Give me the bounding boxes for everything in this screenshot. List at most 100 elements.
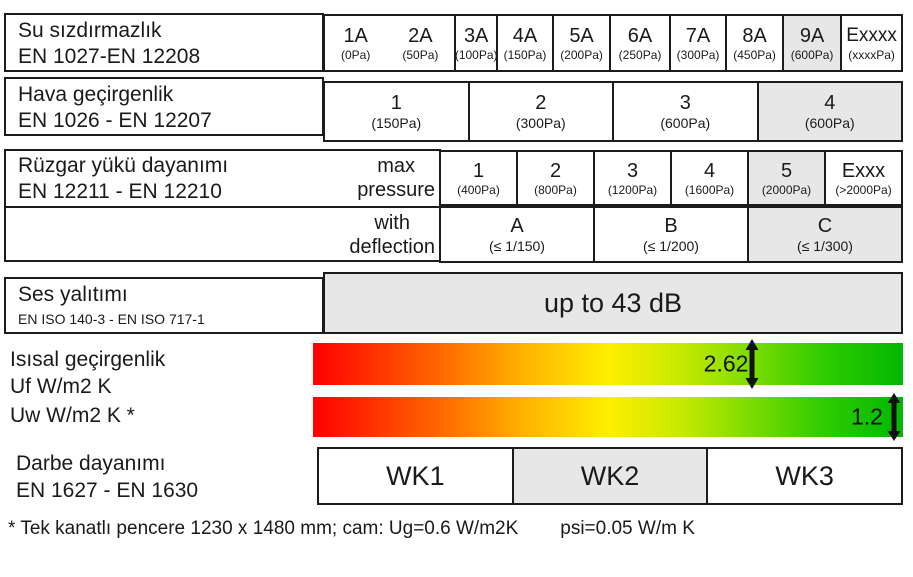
deflection-class-c-sub: (≤ 1/300) <box>797 238 853 254</box>
deflection-class-b-main: B <box>664 215 678 237</box>
wind-class-3-sub: (1200Pa) <box>607 183 658 197</box>
wind-max-pressure-line2: pressure <box>357 179 435 201</box>
thermal-uf-label: Uf W/m2 K <box>10 375 112 398</box>
deflection-class-c-main: C <box>817 215 833 237</box>
sound-insulation-standard: EN ISO 140-3 - EN ISO 717-1 <box>18 311 205 327</box>
wind-class-2-cell: 2 (800Pa) <box>516 152 593 204</box>
sound-insulation-label: Ses yalıtımı EN ISO 140-3 - EN ISO 717-1 <box>4 277 324 334</box>
air-permeability-label: Hava geçirgenlik EN 1026 - EN 12207 <box>4 77 324 136</box>
water-class-1a-2a-cell: 1A (0Pa) 2A (50Pa) <box>325 16 454 70</box>
water-class-9a-cell-highlighted: 9A (600Pa) <box>782 16 841 70</box>
air-class-3-main: 3 <box>679 92 691 114</box>
deflection-class-b-cell: B (≤ 1/200) <box>593 208 747 261</box>
wind-class-1-sub: (400Pa) <box>457 183 500 197</box>
wind-class-5-sub: (2000Pa) <box>761 183 812 197</box>
water-class-exxxx-sub: (xxxxPa) <box>848 48 895 62</box>
water-class-4a-main: 4A <box>512 25 538 47</box>
thermal-uf-gradient-bar: 2.62 <box>313 339 903 389</box>
water-class-1a: 1A (0Pa) <box>341 24 370 62</box>
water-class-8a-sub: (450Pa) <box>733 48 776 62</box>
water-class-2a-sub: (50Pa) <box>402 48 439 62</box>
water-class-2a: 2A (50Pa) <box>402 24 438 62</box>
sound-insulation-title: Ses yalıtımı <box>18 283 128 306</box>
wind-class-1-main: 1 <box>472 160 485 182</box>
impact-resistance-title: Darbe dayanımı <box>16 452 166 475</box>
impact-resistance-standard: EN 1627 - EN 1630 <box>16 479 199 502</box>
wind-deflection-header: with deflection <box>349 211 435 259</box>
wind-class-4-sub: (1600Pa) <box>684 183 735 197</box>
water-class-6a-main: 6A <box>627 25 653 47</box>
double-vertical-arrow-icon <box>887 393 901 441</box>
air-permeability-title: Hava geçirgenlik <box>18 83 174 106</box>
impact-wk2-cell-highlighted: WK2 <box>511 449 707 503</box>
water-tightness-cells: 1A (0Pa) 2A (50Pa) 3A (100Pa) 4A (150Pa)… <box>323 14 903 72</box>
impact-resistance-label: Darbe dayanımı EN 1627 - EN 1630 <box>16 450 198 504</box>
water-class-3a-sub: (100Pa) <box>454 48 498 62</box>
wind-max-pressure-line1: max <box>377 155 415 177</box>
air-class-1-main: 1 <box>390 92 402 114</box>
sound-value-cell-highlighted: up to 43 dB <box>325 274 901 332</box>
wind-class-5-cell-highlighted: 5 (2000Pa) <box>747 152 824 204</box>
water-class-9a-sub: (600Pa) <box>790 48 834 62</box>
deflection-class-a-sub: (≤ 1/150) <box>489 238 545 254</box>
water-class-4a-sub: (150Pa) <box>503 48 547 62</box>
water-class-6a-cell: 6A (250Pa) <box>609 16 669 70</box>
water-class-1a-sub: (0Pa) <box>341 48 371 62</box>
impact-wk3-cell: WK3 <box>706 449 901 503</box>
thermal-uf-value: 2.62 <box>703 350 749 377</box>
water-class-9a-main: 9A <box>799 25 825 47</box>
wind-deflection-line1: with <box>374 212 410 234</box>
wind-class-exxx-cell: Exxx (>2000Pa) <box>824 152 901 204</box>
air-permeability-standard: EN 1026 - EN 12207 <box>18 109 212 132</box>
wind-deflection-line2: deflection <box>349 236 435 258</box>
wind-class-4-cell: 4 (1600Pa) <box>670 152 747 204</box>
air-class-1-cell: 1 (150Pa) <box>325 83 468 140</box>
wind-class-4-main: 4 <box>703 160 716 182</box>
sound-value: up to 43 dB <box>543 287 683 318</box>
impact-wk1-main: WK1 <box>386 460 445 491</box>
wind-load-row-pressure-label: Rüzgar yükü dayanımı EN 12211 - EN 12210… <box>6 151 439 206</box>
water-class-5a-sub: (200Pa) <box>560 48 603 62</box>
wind-load-row-deflection-label: with deflection <box>6 206 439 260</box>
water-class-7a-cell: 7A (300Pa) <box>669 16 725 70</box>
water-class-2a-main: 2A <box>408 25 433 47</box>
wind-deflection-cells: A (≤ 1/150) B (≤ 1/200) C (≤ 1/300) <box>439 206 903 263</box>
wind-class-1-cell: 1 (400Pa) <box>441 152 516 204</box>
impact-wk2-main: WK2 <box>580 460 640 491</box>
air-class-1-sub: (150Pa) <box>371 115 422 131</box>
wind-class-3-main: 3 <box>626 160 639 182</box>
water-class-4a-cell: 4A (150Pa) <box>495 16 552 70</box>
thermal-uw-label: Uw W/m2 K * <box>10 404 135 427</box>
deflection-class-c-cell-highlighted: C (≤ 1/300) <box>747 208 901 261</box>
water-class-6a-sub: (250Pa) <box>618 48 662 62</box>
air-class-4-main: 4 <box>824 92 836 114</box>
deflection-class-b-sub: (≤ 1/200) <box>643 238 699 254</box>
water-class-7a-sub: (300Pa) <box>676 48 720 62</box>
wind-class-2-main: 2 <box>549 160 562 182</box>
wind-class-exxx-sub: (>2000Pa) <box>835 183 892 197</box>
air-class-3-cell: 3 (600Pa) <box>612 83 757 140</box>
wind-pressure-cells: 1 (400Pa) 2 (800Pa) 3 (1200Pa) 4 (1600Pa… <box>439 150 903 206</box>
impact-wk3-main: WK3 <box>775 460 834 491</box>
wind-max-pressure-header: max pressure <box>357 154 435 202</box>
air-class-2-sub: (300Pa) <box>515 115 566 131</box>
air-class-2-main: 2 <box>535 92 547 114</box>
air-class-3-sub: (600Pa) <box>660 115 711 131</box>
double-vertical-arrow-icon <box>745 339 759 389</box>
water-tightness-standard: EN 1027-EN 12208 <box>18 45 201 68</box>
wind-load-title: Rüzgar yükü dayanımı <box>18 154 229 177</box>
water-class-3a-main: 3A <box>463 25 489 47</box>
wind-load-standard: EN 12211 - EN 12210 <box>18 180 222 203</box>
air-class-4-sub: (600Pa) <box>804 115 855 131</box>
sound-insulation-cells: up to 43 dB <box>323 272 903 334</box>
wind-class-2-sub: (800Pa) <box>534 183 577 197</box>
deflection-class-a-cell: A (≤ 1/150) <box>441 208 593 261</box>
air-class-2-cell: 2 (300Pa) <box>467 83 613 140</box>
wind-load-label: Rüzgar yükü dayanımı EN 12211 - EN 12210… <box>4 149 441 262</box>
thermal-uw-value: 1.2 <box>850 403 883 430</box>
water-class-7a-main: 7A <box>685 25 711 47</box>
water-class-exxxx-cell: Exxxx (xxxxPa) <box>840 16 901 70</box>
water-class-5a-main: 5A <box>569 25 594 47</box>
water-tightness-title: Su sızdırmazlık <box>18 19 162 42</box>
water-class-8a-cell: 8A (450Pa) <box>725 16 782 70</box>
